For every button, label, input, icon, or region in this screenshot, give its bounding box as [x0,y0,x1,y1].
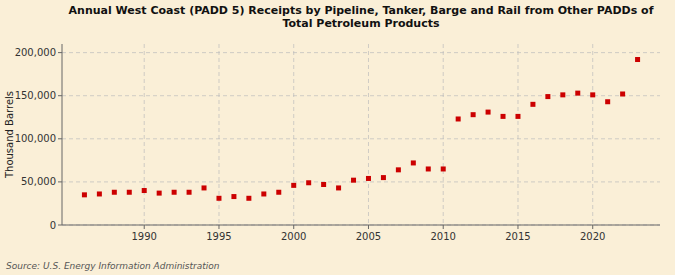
grid-line [293,44,294,225]
tick [58,138,62,139]
tick-label: 150,000 [15,90,56,101]
source: Source: U.S. Energy Information Administ… [6,261,220,271]
tick-label: 50,000 [21,176,56,187]
y-axis-label: Thousand Barrels [4,91,15,179]
tick-label: 2010 [430,231,455,242]
point [441,166,446,171]
tick-label: 2000 [281,231,306,242]
tick-label: 0 [50,220,56,231]
point [276,190,281,195]
grid-line [517,44,518,225]
point [261,191,266,196]
grid-line [62,52,660,53]
point [172,190,177,195]
grid-line [62,181,660,182]
point [545,94,550,99]
point [291,183,296,188]
point [515,114,520,119]
point [605,99,610,104]
tick-label: 2005 [356,231,381,242]
grid-line [62,138,660,139]
grid-line [62,225,660,226]
chart: Annual West Coast (PADD 5) Receipts by P… [0,0,675,275]
x-axis-line [62,225,660,226]
tick [58,225,62,226]
point [501,114,506,119]
tick-label: 1990 [131,231,156,242]
point [246,196,251,201]
point [456,116,461,121]
point [635,57,640,62]
tick-label: 200,000 [15,47,56,58]
point [187,190,192,195]
point [620,91,625,96]
point [530,102,535,107]
point [396,167,401,172]
tick [368,225,369,229]
axes: 0 50,000 100,000 150,000 200,000 1990 1995 2000… [15,44,660,242]
grid-line [144,44,145,225]
background [0,0,675,275]
point [560,92,565,97]
tick [58,52,62,53]
point [590,92,595,97]
tick-label: 2020 [580,231,605,242]
grid-line [443,44,444,225]
point [82,192,87,197]
tick-label: 1995 [206,231,231,242]
points [82,57,640,201]
point [426,166,431,171]
tick-label: 100,000 [15,133,56,144]
point [202,185,207,190]
grid-line [62,95,660,96]
point [112,190,117,195]
point [231,194,236,199]
point [336,185,341,190]
point [471,112,476,117]
tick-label: 2015 [505,231,530,242]
point [97,191,102,196]
point [381,175,386,180]
point [306,180,311,185]
point [575,91,580,96]
tick [144,225,145,229]
point [486,110,491,115]
point [127,190,132,195]
tick [58,95,62,96]
tick [293,225,294,229]
point [142,188,147,193]
point [411,160,416,165]
point [351,178,356,183]
grid-line [592,44,593,225]
grid [62,44,660,225]
tick [218,225,219,229]
y-axis-line [62,44,63,225]
tick [592,225,593,229]
tick [58,181,62,182]
title: Annual West Coast (PADD 5) Receipts by P… [69,4,654,30]
grid-line [368,44,369,225]
tick [517,225,518,229]
point [321,182,326,187]
point [216,196,221,201]
point [157,191,162,196]
point [366,176,371,181]
tick [443,225,444,229]
